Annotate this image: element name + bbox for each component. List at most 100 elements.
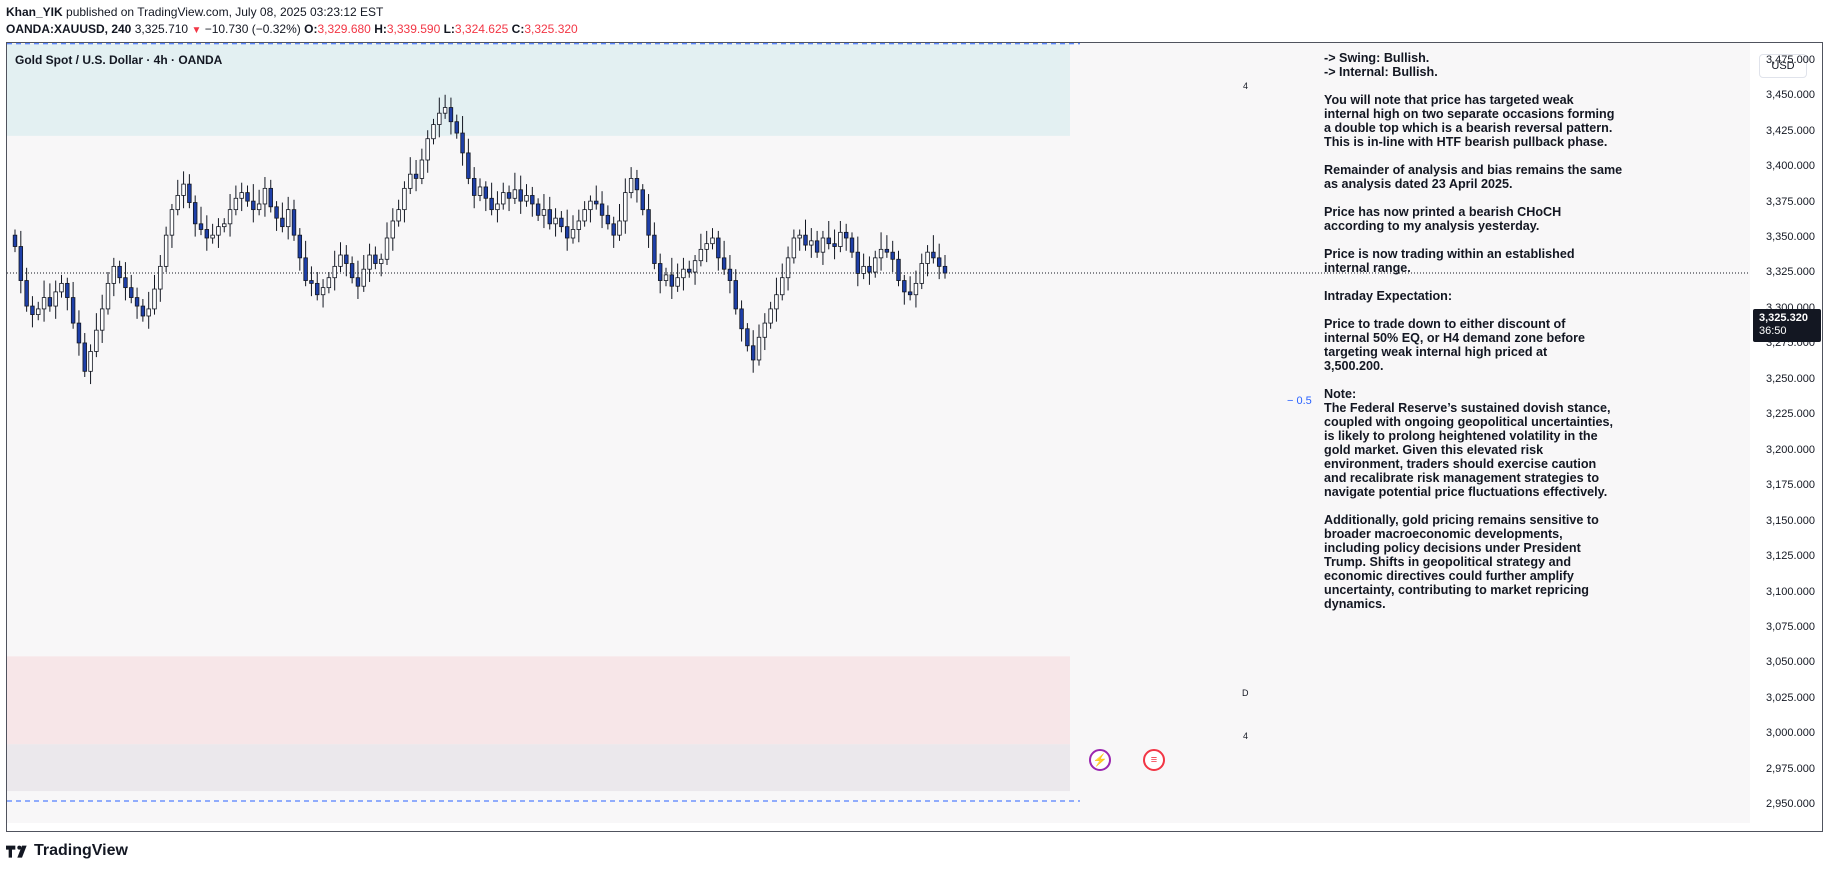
zone-lower: [7, 744, 1070, 792]
time-tick-label: 20: [568, 831, 580, 832]
candle-down: [687, 268, 692, 273]
brand-name: TradingView: [34, 842, 128, 859]
candle-up: [402, 187, 407, 211]
price-tick-label: 3,375.000: [1766, 195, 1815, 208]
candle-down: [30, 305, 35, 315]
candle-up: [809, 240, 814, 246]
time-tick-label: 29: [1396, 831, 1408, 832]
price-tick-label: 3,200.000: [1766, 443, 1815, 456]
candle-down: [739, 308, 744, 330]
candle-down: [803, 234, 808, 246]
price-tick-label: 3,000.000: [1766, 727, 1815, 740]
price-tick-label: 3,150.000: [1766, 514, 1815, 527]
price-tick-label: 3,125.000: [1766, 550, 1815, 563]
candle-up: [576, 220, 582, 230]
candle-down: [187, 183, 192, 203]
time-tick-label: 3: [850, 831, 856, 832]
candle-down: [849, 237, 855, 253]
chart-frame[interactable]: Gold Spot / U.S. Dollar · 4h · OANDA 4 D…: [6, 42, 1823, 832]
publish-bar: Khan_YIK published on TradingView.com, J…: [6, 4, 383, 20]
price-axis[interactable]: 3,475.000 3,450.000 3,425.000 3,400.000 3,37…: [1758, 43, 1822, 823]
time-tick-label: 12: [382, 831, 394, 832]
time-tick-label: 6: [900, 831, 906, 832]
candle-up: [41, 297, 47, 310]
candle-up: [628, 178, 634, 194]
candle-up: [512, 189, 518, 199]
candle-up: [239, 192, 244, 199]
candle-up: [541, 209, 547, 216]
author-name[interactable]: Khan_YIK: [6, 5, 63, 19]
lightning-event-icon[interactable]: ⚡: [1089, 749, 1111, 771]
candle-down: [355, 277, 361, 287]
candle-up: [681, 268, 686, 279]
candle-up: [216, 226, 221, 236]
note-paragraph: Intraday Expectation:: [1324, 289, 1453, 303]
candle-up: [582, 209, 587, 222]
time-axis[interactable]: 27 29 Jun 4 6 10 12 15 18 20 24 26 Jul 3 6 9 11 15 17 20 23 2…: [7, 823, 1822, 832]
candle-up: [495, 203, 500, 211]
candle-up: [437, 112, 442, 125]
price-tick-label: 2,950.000: [1766, 798, 1815, 811]
candle-up: [675, 277, 680, 287]
candle-up: [390, 220, 396, 239]
time-tick-label: 18: [506, 831, 518, 832]
candle-down: [489, 197, 494, 211]
publish-info: published on TradingView.com, July 08, 2…: [66, 5, 384, 19]
candle-up: [477, 186, 483, 196]
price-tick-label: 3,475.000: [1766, 53, 1815, 66]
price-tick-label: 3,450.000: [1766, 89, 1815, 102]
note-paragraph: Remainder of analysis and bias remains t…: [1324, 163, 1623, 191]
candle-down: [274, 206, 279, 219]
price-tick-label: 3,250.000: [1766, 372, 1815, 385]
candle-up: [785, 257, 791, 279]
time-tick-label: 4: [200, 831, 206, 832]
time-tick-label: 20: [1206, 831, 1218, 832]
open-value: 3,329.680: [317, 22, 371, 36]
candle-up: [396, 209, 401, 222]
note-paragraph: Price is now trading within an establish…: [1324, 247, 1575, 275]
candle-up: [501, 192, 506, 205]
candle-up: [768, 308, 773, 324]
candle-down: [832, 243, 837, 247]
candle-up: [222, 223, 227, 228]
candle-up: [59, 282, 64, 293]
candle-up: [570, 229, 576, 239]
candle-up: [756, 336, 762, 361]
candle-up: [320, 287, 326, 296]
time-tick-label: Aug: [1483, 831, 1503, 832]
candle-down: [594, 200, 599, 205]
candle-down: [716, 237, 721, 259]
candle-up: [925, 251, 930, 264]
candle-down: [251, 200, 256, 211]
candle-down: [373, 254, 378, 264]
price-tick-label: 3,100.000: [1766, 585, 1815, 598]
candle-up: [285, 209, 291, 228]
note-paragraph: Price to trade down to either discount o…: [1324, 317, 1586, 373]
candle-down: [669, 274, 675, 287]
price-tick-label: 3,025.000: [1766, 691, 1815, 704]
time-tick-label: 17: [1149, 831, 1161, 832]
zone-d-tag: D: [1242, 688, 1249, 698]
candle-up: [425, 138, 430, 161]
price-chart[interactable]: [7, 43, 1750, 823]
candle-down: [721, 257, 727, 270]
candle-up: [338, 254, 343, 267]
candle-up: [256, 203, 262, 211]
candle-down: [733, 280, 738, 310]
currency-button[interactable]: USD: [1759, 54, 1807, 78]
ohlc-bar: OANDA:XAUUSD, 240 3,325.710 ▼ −10.730 (−…: [6, 21, 578, 39]
candle-down: [547, 209, 552, 225]
candle-down: [727, 268, 733, 281]
time-tick-label: 26: [692, 831, 704, 832]
candle-down: [303, 257, 308, 281]
candle-down: [506, 192, 512, 199]
high-value: 3,339.590: [386, 22, 441, 36]
tradingview-logo-icon: [6, 845, 27, 858]
chart-legend-title[interactable]: Gold Spot / U.S. Dollar · 4h · OANDA: [15, 53, 223, 67]
note-paragraph: You will note that price has targeted we…: [1324, 93, 1615, 149]
us-flag-event-icon[interactable]: ≡: [1143, 749, 1165, 771]
price-tick-label: 3,075.000: [1766, 621, 1815, 633]
note-paragraph: -> Swing: Bullish. -> Internal: Bullish.: [1324, 51, 1438, 79]
time-tick-label: 27: [12, 831, 24, 832]
tradingview-brand[interactable]: TradingView: [6, 840, 128, 862]
